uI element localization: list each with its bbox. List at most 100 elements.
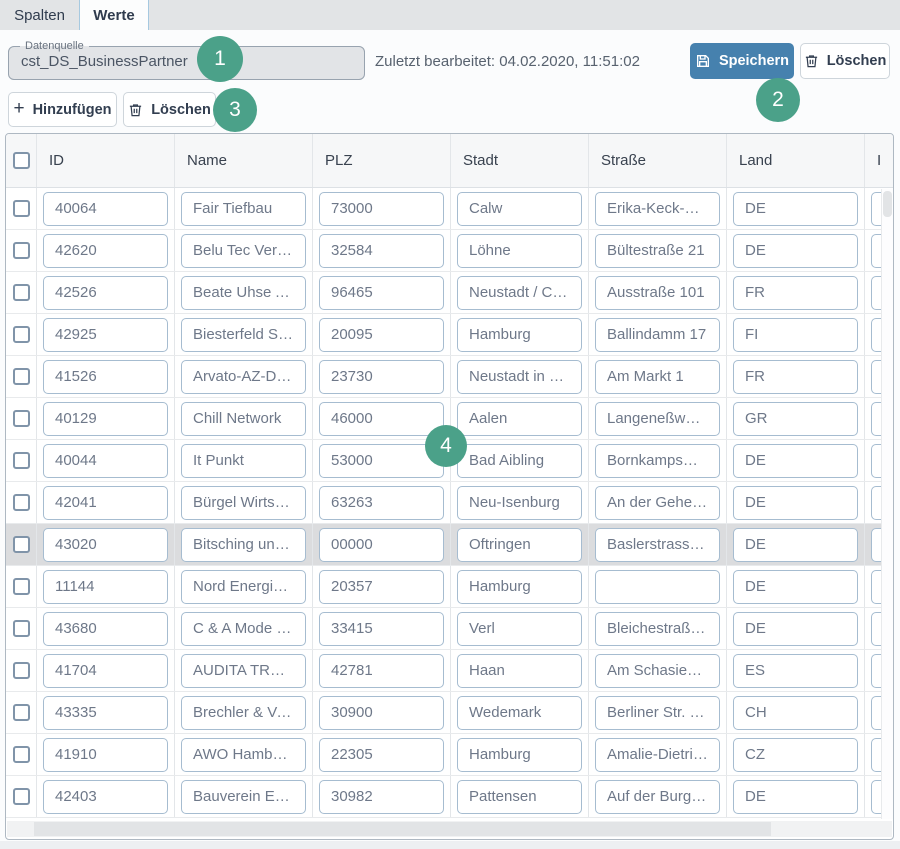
cell-input-plz[interactable] [319, 779, 444, 814]
cell-input-name[interactable] [181, 443, 306, 478]
cell-input-id[interactable] [43, 233, 168, 268]
cell-input-name[interactable] [181, 611, 306, 646]
cell-input-id[interactable] [43, 317, 168, 352]
row-checkbox[interactable] [12, 284, 30, 301]
vertical-scrollbar[interactable] [881, 189, 893, 819]
cell-input-plz[interactable] [319, 611, 444, 646]
cell-input-stadt[interactable] [457, 737, 582, 772]
cell-input-stadt[interactable] [457, 527, 582, 562]
cell-input-plz[interactable] [319, 401, 444, 436]
cell-input-strasse[interactable] [595, 569, 720, 604]
cell-input-plz[interactable] [319, 443, 444, 478]
cell-input-strasse[interactable] [595, 443, 720, 478]
cell-input-plz[interactable] [319, 695, 444, 730]
cell-input-land[interactable] [733, 737, 858, 772]
cell-input-id[interactable] [43, 653, 168, 688]
cell-input-stadt[interactable] [457, 443, 582, 478]
cell-input-strasse[interactable] [595, 359, 720, 394]
cell-input-plz[interactable] [319, 233, 444, 268]
cell-input-land[interactable] [733, 569, 858, 604]
row-checkbox[interactable] [12, 536, 30, 553]
cell-input-id[interactable] [43, 611, 168, 646]
cell-input-name[interactable] [181, 317, 306, 352]
cell-input-stadt[interactable] [457, 695, 582, 730]
cell-input-stadt[interactable] [457, 233, 582, 268]
save-button[interactable]: Speichern [690, 43, 794, 79]
cell-input-strasse[interactable] [595, 191, 720, 226]
cell-input-plz[interactable] [319, 737, 444, 772]
add-row-button[interactable]: + Hinzufügen [8, 92, 117, 127]
cell-input-land[interactable] [733, 191, 858, 226]
cell-input-land[interactable] [733, 359, 858, 394]
cell-input-strasse[interactable] [595, 779, 720, 814]
row-checkbox[interactable] [12, 494, 30, 511]
cell-input-plz[interactable] [319, 275, 444, 310]
cell-input-strasse[interactable] [595, 317, 720, 352]
cell-input-stadt[interactable] [457, 569, 582, 604]
cell-input-id[interactable] [43, 401, 168, 436]
cell-input-stadt[interactable] [457, 485, 582, 520]
cell-input-strasse[interactable] [595, 695, 720, 730]
cell-input-id[interactable] [43, 485, 168, 520]
cell-input-name[interactable] [181, 275, 306, 310]
cell-input-name[interactable] [181, 779, 306, 814]
tab-spalten[interactable]: Spalten [0, 0, 79, 30]
cell-input-plz[interactable] [319, 191, 444, 226]
cell-input-name[interactable] [181, 401, 306, 436]
row-checkbox[interactable] [12, 242, 30, 259]
cell-input-plz[interactable] [319, 527, 444, 562]
cell-input-plz[interactable] [319, 485, 444, 520]
cell-input-stadt[interactable] [457, 191, 582, 226]
cell-input-land[interactable] [733, 527, 858, 562]
cell-input-id[interactable] [43, 737, 168, 772]
cell-input-id[interactable] [43, 527, 168, 562]
datasource-field[interactable]: Datenquelle cst_DS_BusinessPartner [8, 40, 365, 80]
cell-input-plz[interactable] [319, 653, 444, 688]
cell-input-land[interactable] [733, 485, 858, 520]
cell-input-name[interactable] [181, 191, 306, 226]
select-all-checkbox[interactable] [12, 152, 30, 169]
cell-input-name[interactable] [181, 653, 306, 688]
row-checkbox[interactable] [12, 326, 30, 343]
cell-input-strasse[interactable] [595, 401, 720, 436]
cell-input-id[interactable] [43, 275, 168, 310]
cell-input-id[interactable] [43, 569, 168, 604]
cell-input-strasse[interactable] [595, 527, 720, 562]
cell-input-land[interactable] [733, 443, 858, 478]
row-checkbox[interactable] [12, 704, 30, 721]
cell-input-land[interactable] [733, 695, 858, 730]
cell-input-name[interactable] [181, 485, 306, 520]
cell-input-stadt[interactable] [457, 779, 582, 814]
cell-input-strasse[interactable] [595, 737, 720, 772]
cell-input-plz[interactable] [319, 359, 444, 394]
cell-input-land[interactable] [733, 779, 858, 814]
delete-datasource-button[interactable]: Löschen [800, 43, 890, 79]
cell-input-land[interactable] [733, 233, 858, 268]
cell-input-strasse[interactable] [595, 485, 720, 520]
cell-input-stadt[interactable] [457, 401, 582, 436]
cell-input-land[interactable] [733, 401, 858, 436]
cell-input-stadt[interactable] [457, 611, 582, 646]
cell-input-id[interactable] [43, 695, 168, 730]
cell-input-id[interactable] [43, 779, 168, 814]
cell-input-stadt[interactable] [457, 359, 582, 394]
row-checkbox[interactable] [12, 368, 30, 385]
row-checkbox[interactable] [12, 788, 30, 805]
cell-input-name[interactable] [181, 527, 306, 562]
remove-rows-button[interactable]: Löschen [123, 92, 216, 127]
cell-input-stadt[interactable] [457, 653, 582, 688]
row-checkbox[interactable] [12, 746, 30, 763]
cell-input-stadt[interactable] [457, 317, 582, 352]
vertical-scrollbar-thumb[interactable] [883, 191, 892, 217]
cell-input-name[interactable] [181, 233, 306, 268]
cell-input-plz[interactable] [319, 317, 444, 352]
row-checkbox[interactable] [12, 452, 30, 469]
cell-input-land[interactable] [733, 317, 858, 352]
row-checkbox[interactable] [12, 662, 30, 679]
cell-input-name[interactable] [181, 569, 306, 604]
cell-input-name[interactable] [181, 737, 306, 772]
cell-input-name[interactable] [181, 695, 306, 730]
cell-input-land[interactable] [733, 653, 858, 688]
cell-input-strasse[interactable] [595, 611, 720, 646]
cell-input-plz[interactable] [319, 569, 444, 604]
